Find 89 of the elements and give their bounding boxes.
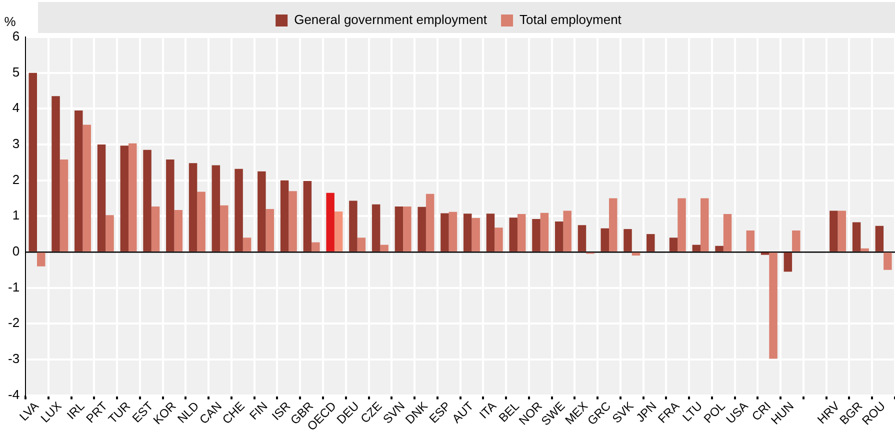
bar [266,208,274,252]
y-tick-label: 0 [12,244,20,259]
bar [678,198,686,252]
bar [197,192,206,252]
bar [540,212,549,252]
bar [784,252,792,272]
bar [426,194,434,252]
bar [151,206,160,252]
bar [875,226,884,252]
bar [280,180,289,252]
bar [578,225,586,252]
bar [97,144,106,252]
x-tick-label: TUR [106,398,134,426]
y-tick-label: 5 [12,64,20,80]
bar [624,229,632,252]
y-tick-label: 6 [12,28,20,44]
x-tick-label: LTU [680,398,705,424]
bar [334,211,343,252]
bar [418,206,426,252]
bar [188,163,198,252]
bar [357,238,366,252]
y-tick-label: 3 [12,136,20,152]
bar [303,181,312,252]
bar [326,192,334,252]
bar [234,168,243,252]
legend-label: Total employment [520,12,622,28]
bar [646,234,655,252]
bar [448,212,458,252]
bar [830,210,838,252]
bar [380,244,388,252]
bar [120,146,129,252]
bar [517,214,526,252]
bar [563,210,572,252]
bar [852,222,861,252]
bar [700,198,709,252]
x-tick-label: IRL [64,398,88,422]
bar [60,160,68,252]
bar [37,252,46,266]
bar [174,210,183,252]
bar [632,252,640,256]
y-tick-label: 4 [12,100,20,116]
bar [463,214,472,252]
bar [288,191,297,252]
bar [884,252,892,270]
bar [143,150,152,252]
x-tick-label: ITA [476,398,500,422]
bar [746,230,755,252]
bar [555,222,564,252]
bar [312,242,320,252]
bar [82,124,91,252]
x-tick-label: FIN [246,398,270,423]
bar [600,228,609,252]
bar [486,214,495,252]
bar [838,210,846,252]
bar [494,228,503,252]
bar [394,206,404,252]
bar [258,171,266,252]
y-tick-label: -1 [8,279,20,294]
bar [106,215,114,252]
bar [669,238,678,252]
y-tick-label: -3 [8,351,20,366]
bar [403,206,412,252]
bar [212,165,220,252]
x-tick-label: FRA [655,398,682,426]
bar [52,96,60,252]
bar [28,72,37,252]
y-axis-title: % [4,14,16,30]
y-tick-label: 1 [12,208,20,223]
bar [609,198,618,252]
bar [349,200,358,252]
bar [242,238,252,252]
bar [472,218,480,252]
bar [372,204,380,252]
y-tick-label: -2 [8,315,20,330]
legend-label: General government employment [294,12,488,28]
bar [128,143,137,252]
bar [220,205,228,252]
bar [440,213,449,252]
bar [769,252,778,359]
bar [532,219,540,252]
bar [74,110,83,252]
bar [715,246,724,252]
bar [692,244,701,252]
bar [166,160,174,252]
bar [792,230,800,252]
bar [723,214,732,252]
y-tick-label: 2 [12,172,20,187]
bar [509,218,518,252]
bar [860,248,869,252]
